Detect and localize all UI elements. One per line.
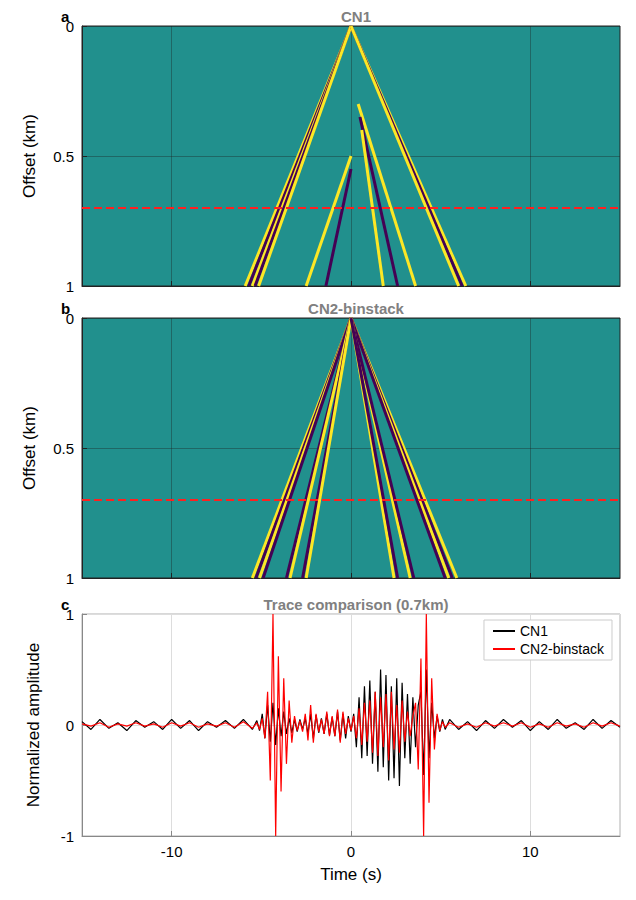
svg-text:Trace comparison (0.7km): Trace comparison (0.7km) [263, 596, 448, 613]
svg-text:CN1: CN1 [520, 623, 548, 639]
svg-text:0.5: 0.5 [53, 440, 74, 457]
svg-text:-1: -1 [61, 828, 74, 845]
svg-text:1: 1 [66, 570, 74, 587]
svg-text:0: 0 [65, 309, 74, 327]
svg-text:1: 1 [65, 605, 74, 623]
svg-text:b: b [61, 300, 70, 317]
svg-text:10: 10 [522, 843, 539, 860]
svg-text:Offset (km): Offset (km) [20, 406, 39, 490]
svg-text:CN2-binstack: CN2-binstack [308, 300, 405, 317]
svg-text:Offset (km): Offset (km) [20, 114, 39, 198]
svg-text:0.5: 0.5 [53, 148, 74, 165]
svg-text:Normalized amplitude: Normalized amplitude [24, 643, 43, 807]
svg-text:-10: -10 [161, 843, 183, 860]
svg-text:0: 0 [65, 17, 74, 35]
svg-text:0: 0 [66, 717, 74, 734]
svg-text:CN1: CN1 [341, 8, 371, 25]
svg-text:c: c [61, 596, 69, 613]
svg-text:a: a [61, 8, 70, 25]
svg-text:CN2-binstack: CN2-binstack [520, 641, 605, 657]
svg-text:0: 0 [347, 843, 355, 860]
svg-text:1: 1 [66, 278, 74, 295]
svg-text:Time (s): Time (s) [320, 865, 382, 884]
